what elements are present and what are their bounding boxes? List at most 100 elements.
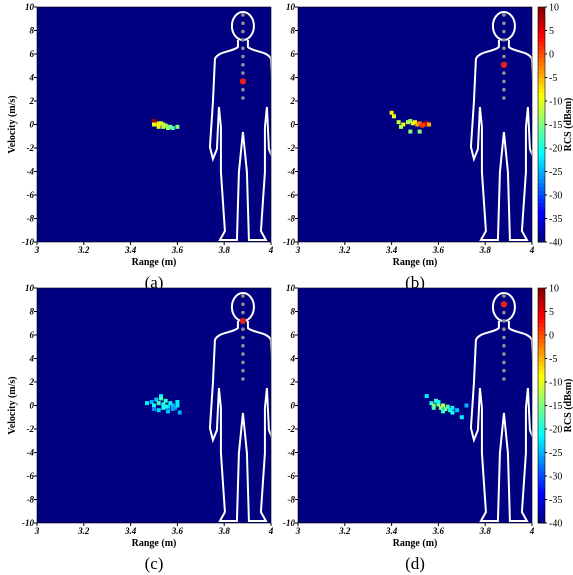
x-tick-label: 3.6 <box>171 526 184 536</box>
colorbar-cell <box>538 195 545 200</box>
colorbar-cell <box>538 54 545 59</box>
y-tick-label: 10 <box>25 283 35 293</box>
joint <box>241 368 245 373</box>
colorbar-cell <box>538 202 545 208</box>
x-tick-label: 3.2 <box>338 245 351 255</box>
colorbar-cell <box>538 73 545 78</box>
point <box>161 124 166 129</box>
human-silhouette <box>208 11 277 241</box>
x-tick-label: 3.6 <box>432 245 445 255</box>
x-tick-label: 3.8 <box>218 526 231 536</box>
x-tick-label: 3.4 <box>124 245 137 255</box>
joint <box>502 38 506 42</box>
colorbar-cell <box>538 338 545 344</box>
colorbar-cell <box>538 230 545 235</box>
x-tick-label: 3.2 <box>338 526 351 536</box>
y-tick-label: 8 <box>30 26 35 36</box>
colorbar-cell <box>538 323 545 328</box>
point <box>429 401 434 406</box>
colorbar-cell <box>538 311 545 316</box>
joint <box>502 87 506 92</box>
colorbar-cell <box>538 472 545 477</box>
point <box>391 114 396 119</box>
joint <box>241 377 245 381</box>
colorbar-cell <box>538 179 545 184</box>
y-tick-label: 4 <box>29 354 35 364</box>
plot-background <box>298 7 532 242</box>
colorbar-cell <box>538 444 545 450</box>
x-tick-label: 4 <box>529 245 535 255</box>
colorbar-cell <box>538 151 545 157</box>
point <box>168 401 173 406</box>
x-axis-label: Range (m) <box>393 257 438 268</box>
joint <box>502 79 506 84</box>
joint <box>241 71 245 75</box>
joint <box>241 63 245 67</box>
active-joint <box>239 78 247 85</box>
point <box>459 415 464 420</box>
point <box>408 118 413 123</box>
colorbar-cell <box>538 187 545 192</box>
x-tick-label: 3 <box>34 245 40 255</box>
x-tick-label: 4 <box>529 526 535 536</box>
colorbar-cell <box>538 354 545 359</box>
colorbar-cell <box>538 57 545 63</box>
joint <box>502 96 506 100</box>
colorbar-cell <box>538 104 545 110</box>
joint <box>502 46 506 50</box>
colorbar-tick-label: -20 <box>549 144 562 155</box>
colorbar-cell <box>538 159 545 165</box>
point <box>152 407 156 412</box>
colorbar-cell <box>538 429 545 434</box>
active-joint <box>500 301 508 308</box>
colorbar-tick-label: -15 <box>549 401 562 412</box>
colorbar-cell <box>538 511 545 516</box>
joint <box>502 71 506 75</box>
x-tick-label: 4 <box>268 245 274 255</box>
point <box>170 126 175 131</box>
colorbar-cell <box>538 97 545 102</box>
joint <box>241 29 245 34</box>
colorbar-cell <box>538 370 545 375</box>
colorbar-cell <box>538 46 545 51</box>
colorbar-cell <box>538 295 545 301</box>
point <box>154 397 159 402</box>
colorbar-cell <box>538 167 545 172</box>
colorbar-cell <box>538 234 545 239</box>
point <box>441 409 446 414</box>
colorbar-label: RCS (dBsm) <box>563 98 573 152</box>
y-tick-label: 6 <box>30 330 35 340</box>
joint <box>241 21 245 26</box>
colorbar-cell <box>538 358 545 363</box>
joint <box>241 352 245 356</box>
colorbar-cell <box>538 218 545 223</box>
colorbar-cell <box>538 155 545 161</box>
colorbar-cell <box>538 132 545 137</box>
colorbar-cell <box>538 346 545 352</box>
point <box>177 410 182 415</box>
colorbar-cell <box>538 421 545 426</box>
colorbar-cell <box>538 81 545 86</box>
y-tick-label: -4 <box>27 167 35 177</box>
colorbar-tick-label: -35 <box>549 214 562 225</box>
y-axis-label: Velocity (m/s) <box>7 376 18 434</box>
x-tick-label: 3.8 <box>479 526 492 536</box>
colorbar-cell <box>538 288 545 293</box>
colorbar-cell <box>538 413 545 418</box>
x-tick-label: 3 <box>295 245 301 255</box>
joint <box>241 13 245 17</box>
colorbar-cell <box>538 22 545 28</box>
colorbar-cell <box>538 366 545 371</box>
colorbar-cell <box>538 409 545 414</box>
colorbar-tick-label: -25 <box>549 167 562 178</box>
point <box>159 396 164 401</box>
point <box>173 405 178 410</box>
point <box>450 410 455 415</box>
x-tick-label: 3.6 <box>171 245 184 255</box>
point <box>170 407 175 412</box>
point <box>436 399 441 404</box>
colorbar-cell <box>538 163 545 169</box>
point <box>168 124 173 129</box>
y-tick-label: -8 <box>27 214 35 224</box>
colorbar-cell <box>538 456 545 461</box>
